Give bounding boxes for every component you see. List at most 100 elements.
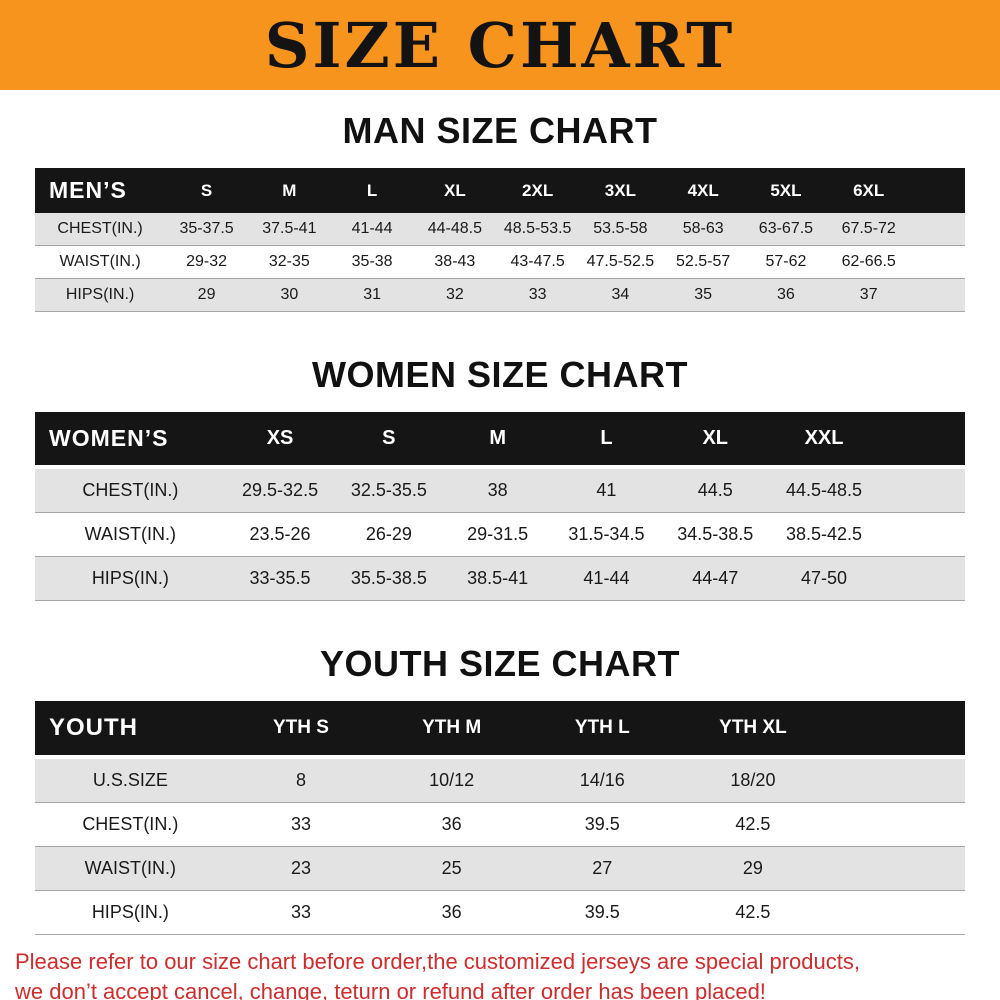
value-cell: 29 [742,858,763,878]
value-cell: 29-32 [186,253,228,270]
value-cell: 23 [290,858,311,878]
value-cell: 33 [528,286,547,303]
row-label-cell: CHEST(IN.) [82,480,179,500]
section-heading-women: WOMEN SIZE CHART [312,354,688,395]
value-cell: 38-43 [434,253,476,270]
row-label-cell: HIPS(IN.) [91,568,169,588]
row-label-cell: WAIST(IN.) [84,524,176,544]
column-header-cell: YTH L [526,701,678,759]
value-cell: 27 [592,858,613,878]
value-cell: 42.5 [735,814,771,834]
table-name-cell: YOUTH [35,701,226,759]
value-cell: 30 [280,286,299,303]
spacer-cell [828,891,965,935]
table-row: WAIST(IN.) 29-32 32-35 35-38 38-43 43-47.5 47.… [35,245,965,279]
value-cell: 44.5-48.5 [786,480,863,500]
spacer-cell [828,701,965,759]
value-cell: 44-48.5 [427,220,482,237]
section-men: MAN SIZE CHART MEN’S S M L XL 2XL 3XL 4XL 5XL 6XL C… [0,110,1000,312]
row-label-cell: WAIST(IN.) [84,858,176,878]
women-size-table: WOMEN’S XS S M L XL XXL CHEST(IN.) 29.5-32.5 32.5… [35,412,965,601]
spacer-cell [828,757,965,803]
value-cell: 57-62 [765,253,807,270]
column-header-cell: S [334,412,444,469]
table-row: CHEST(IN.) 29.5-32.5 32.5-35.5 38 41 44.5 44.5… [35,467,965,513]
column-header-cell: XS [225,412,335,469]
value-cell: 35 [694,286,713,303]
spacer-cell [910,279,965,312]
value-cell: 35.5-38.5 [350,568,427,588]
value-cell: 58-63 [682,220,724,237]
value-cell: 10/12 [429,770,475,790]
value-cell: 39.5 [584,902,620,922]
men-size-table: MEN’S S M L XL 2XL 3XL 4XL 5XL 6XL CHEST(IN.) 35-37… [35,168,965,312]
column-header-cell: 5XL [744,168,828,213]
value-cell: 18/20 [730,770,776,790]
value-cell: 33 [290,902,311,922]
column-header-cell: 3XL [579,168,662,213]
value-cell: 67.5-72 [841,220,896,237]
spacer-cell [878,513,965,557]
table-row: U.S.SIZE 8 10/12 14/16 18/20 [35,757,965,803]
value-cell: 52.5-57 [676,253,731,270]
value-cell: 41-44 [583,568,630,588]
section-heading-men: MAN SIZE CHART [342,110,658,151]
section-youth: YOUTH SIZE CHART YOUTH YTH S YTH M YTH L YTH … [0,643,1000,935]
row-label-cell: CHEST(IN.) [82,814,179,834]
table-row: HIPS(IN.) 33-35.5 35.5-38.5 38.5-41 41-44 44-… [35,556,965,601]
notice-line-2: we don’t accept cancel, change, teturn o… [15,978,766,1000]
column-header-cell: XL [660,412,770,469]
value-cell: 29.5-32.5 [242,480,319,500]
table-row: CHEST(IN.) 33 36 39.5 42.5 [35,802,965,847]
notice-line-1: Please refer to our size chart before or… [15,949,860,974]
table-row: WAIST(IN.) 23.5-26 26-29 29-31.5 31.5-34.5 34… [35,512,965,557]
value-cell: 41-44 [351,220,393,237]
value-cell: 37.5-41 [262,220,317,237]
value-cell: 25 [441,858,462,878]
value-cell: 44.5 [697,480,733,500]
header-row: WOMEN’S XS S M L XL XXL [35,412,965,469]
value-cell: 47-50 [801,568,848,588]
column-header-cell: YTH S [225,701,377,759]
table-row: CHEST(IN.) 35-37.5 37.5-41 41-44 44-48.5 48.5… [35,213,965,246]
value-cell: 34.5-38.5 [677,524,754,544]
table-name-cell: MEN’S [35,168,166,213]
column-header-cell: YTH M [376,701,527,759]
column-header-cell: S [165,168,248,213]
column-header-cell: M [443,412,553,469]
spacer-cell [910,168,965,213]
spacer-cell [910,213,965,246]
value-cell: 42.5 [735,902,771,922]
column-header-cell: XXL [769,412,879,469]
spacer-cell [910,246,965,279]
column-header-cell: L [552,412,661,469]
value-cell: 26-29 [365,524,412,544]
header-row: MEN’S S M L XL 2XL 3XL 4XL 5XL 6XL [35,168,965,213]
value-cell: 44-47 [692,568,739,588]
row-label-cell: CHEST(IN.) [57,220,143,237]
value-cell: 29-31.5 [467,524,529,544]
column-header-cell: 2XL [496,168,580,213]
header-row: YOUTH YTH S YTH M YTH L YTH XL [35,701,965,759]
value-cell: 31.5-34.5 [568,524,645,544]
section-heading-youth: YOUTH SIZE CHART [319,643,680,684]
column-header-cell: 6XL [827,168,911,213]
value-cell: 37 [859,286,878,303]
sections-container: MAN SIZE CHART MEN’S S M L XL 2XL 3XL 4XL 5XL 6XL C… [0,110,1000,935]
value-cell: 35-37.5 [179,220,234,237]
table-name-cell: WOMEN’S [35,412,226,469]
page-title: SIZE CHART [264,8,736,82]
value-cell: 33-35.5 [249,568,311,588]
table-row: WAIST(IN.) 23 25 27 29 [35,846,965,891]
value-cell: 29 [197,286,216,303]
value-cell: 34 [611,286,630,303]
value-cell: 63-67.5 [758,220,814,237]
value-cell: 32.5-35.5 [350,480,427,500]
value-cell: 36 [777,286,795,303]
value-cell: 39.5 [584,814,620,834]
row-label-cell: WAIST(IN.) [59,253,141,270]
value-cell: 38 [487,480,508,500]
value-cell: 32 [445,286,464,303]
row-label-cell: HIPS(IN.) [65,286,135,303]
